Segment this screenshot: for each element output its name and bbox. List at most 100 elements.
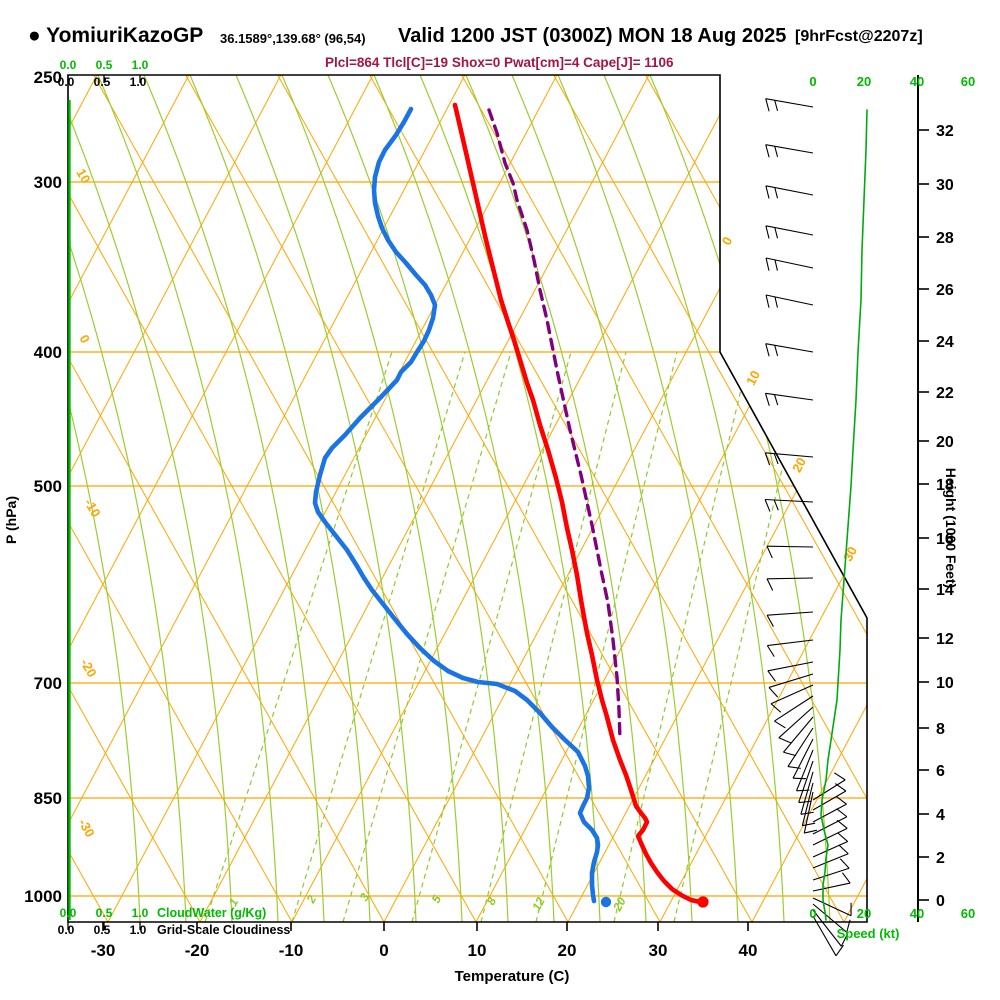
wind-barb-staff — [765, 185, 814, 196]
wind-barb-staff — [812, 867, 850, 881]
valid-time: Valid 1200 JST (0300Z) MON 18 Aug 2025 — [398, 25, 787, 47]
wind-barb-staff — [767, 639, 814, 647]
wind-barb-feather — [840, 934, 848, 947]
wind-barb-staff — [812, 903, 848, 933]
wind-barb-feather — [839, 858, 850, 869]
isobar-lines — [68, 181, 867, 897]
dry-adiabat-label: -10 — [81, 496, 103, 520]
mixing-ratio-label: 3 — [357, 891, 373, 904]
wind-barb-feather — [836, 808, 848, 818]
pressure-tick-label: 850 — [34, 789, 62, 808]
wind-barb-feather — [764, 393, 770, 406]
wind-barb-feather — [804, 829, 818, 834]
mixing-ratio-line — [613, 351, 751, 922]
wind-barb-staff — [796, 749, 814, 792]
wind-barb-staff — [765, 257, 814, 269]
speed-scale-top-label: 20 — [857, 74, 871, 89]
wind-barb-staff — [767, 661, 814, 672]
wind-barb-staff — [798, 760, 814, 803]
height-tick-label: 32 — [936, 123, 954, 140]
moist-adiabat-line — [419, 75, 601, 922]
wind-barb-feather — [773, 499, 779, 511]
wind-barb-staff — [812, 915, 837, 957]
wind-barb-staff — [765, 392, 814, 401]
isotherm-line — [68, 75, 374, 922]
wind-barb-feather — [836, 819, 848, 829]
wind-barb-feather — [774, 187, 779, 199]
wind-barb-feather — [766, 578, 774, 591]
dry-adiabat-line — [553, 75, 867, 922]
wind-barb-staff — [766, 577, 814, 580]
dry-adiabat-line — [68, 75, 385, 922]
wind-barb-staff — [812, 909, 842, 947]
station-title: ● YomiuriKazoGP — [28, 24, 203, 48]
moist-adiabat-line — [603, 75, 785, 922]
speed-axis-title: Speed (kt) — [837, 926, 900, 941]
dewpoint-dot-group — [600, 896, 612, 908]
wind-barb-feather — [841, 872, 851, 884]
temperature-tick-label: 40 — [739, 941, 758, 960]
isotherm-label: 10 — [743, 368, 763, 388]
moist-adiabat-line — [327, 75, 509, 922]
pressure-tick-label: 400 — [34, 343, 62, 362]
cloudwater-top-tick-label: 0.0 — [60, 58, 77, 72]
wind-barb-feather — [774, 345, 779, 357]
wind-barb-staff — [812, 841, 848, 858]
pressure-tick-label: 500 — [34, 477, 62, 496]
wind-barb-staff — [812, 790, 847, 811]
mixing-ratio-line — [342, 351, 512, 922]
dewpoint-surface-dot — [600, 896, 612, 908]
speed-scale-top-label: 60 — [961, 74, 975, 89]
wind-barb-staff — [768, 673, 814, 688]
temperature-trace — [452, 102, 703, 905]
cloudiness-bottom-tick-label: 0.0 — [58, 923, 75, 937]
forecast-tag: [9hrFcst@2207z] — [795, 28, 923, 45]
wind-barb-staff — [766, 545, 814, 548]
wind-barb-feather — [800, 811, 814, 815]
temperature-tick-label: -30 — [91, 941, 116, 960]
height-tick-label: 22 — [936, 385, 954, 402]
dry-adiabat-line — [277, 75, 753, 922]
moist-adiabat-line — [465, 75, 647, 922]
mixing-ratio-label: 12 — [529, 895, 548, 914]
dry-adiabat-label: -20 — [77, 656, 99, 680]
wind-barb-feather — [774, 100, 779, 112]
mixing-ratio-label: 5 — [429, 893, 445, 906]
pressure-tick-label: 250 — [34, 68, 62, 87]
cloudwater-bottom-tick-label: 0.0 — [60, 906, 77, 920]
parcel-trace — [487, 108, 622, 742]
moist-adiabat-line — [189, 75, 371, 922]
wind-barb-staff — [767, 611, 814, 616]
wind-barb-feather — [765, 144, 770, 158]
temperature-surface-dot — [697, 896, 709, 908]
dry-adiabat-line — [68, 75, 477, 922]
wind-barb-feather — [765, 185, 770, 199]
pressure-tick-label: 700 — [34, 674, 62, 693]
moist-adiabat-line — [97, 75, 279, 922]
temperature-line — [452, 102, 703, 905]
height-tick-label: 8 — [936, 721, 945, 738]
moist-adiabat-line — [557, 75, 739, 922]
wind-barb-feather — [765, 343, 770, 357]
speed-scale-bottom-label: 20 — [857, 906, 871, 921]
wind-barb-staff — [765, 144, 814, 154]
wind-barb-feather — [798, 800, 812, 804]
wind-barb-feather — [765, 294, 770, 308]
isotherm-line — [567, 75, 867, 922]
wind-barb-feather — [774, 227, 779, 239]
wind-barb-staff — [812, 803, 847, 823]
wind-barb-staff — [765, 98, 814, 108]
temperature-dot-group — [697, 896, 709, 908]
speed-scale-top-label: 40 — [910, 74, 924, 89]
wind-barb-staff — [792, 738, 814, 779]
wind-barb-staff — [800, 771, 814, 815]
parcel-line — [487, 108, 622, 742]
wind-barb-feather — [767, 670, 776, 682]
temperature-tick-label: 10 — [468, 941, 487, 960]
moist-adiabat-line — [373, 75, 555, 922]
wind-barb-staff — [787, 727, 814, 767]
isotherm-line — [107, 75, 558, 922]
